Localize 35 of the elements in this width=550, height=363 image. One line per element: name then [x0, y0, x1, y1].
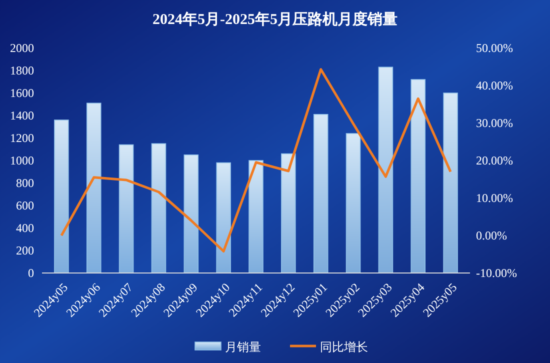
bar	[216, 162, 231, 274]
y-tick-label: 1600	[10, 86, 34, 100]
y2-tick-label: 10.00%	[476, 191, 513, 206]
legend-label: 月销量	[225, 340, 261, 354]
bar	[410, 79, 426, 274]
y-tick-label: 0	[28, 266, 34, 280]
y-tick-label: 1400	[10, 108, 34, 123]
bar	[184, 154, 199, 274]
y-tick-label: 1800	[10, 64, 34, 78]
y2-tick-label: 40.00%	[476, 78, 513, 93]
bar	[313, 114, 328, 274]
chart-title: 2024年5月-2025年5月压路机月度销量	[152, 10, 398, 28]
y-tick-label: 800	[16, 176, 34, 190]
legend-label: 同比增长	[320, 340, 368, 354]
y-tick-label: 1000	[10, 154, 34, 168]
bar	[443, 92, 458, 274]
y-tick-label: 200	[16, 244, 34, 258]
y-tick-label: 400	[16, 221, 34, 236]
bar	[86, 102, 102, 274]
bar	[378, 66, 394, 274]
y2-tick-label: 30.00%	[476, 116, 513, 130]
bar	[346, 133, 361, 274]
bar	[248, 160, 264, 274]
y2-tick-label: -10.00%	[476, 266, 517, 280]
bar	[151, 143, 166, 274]
bar	[54, 120, 69, 274]
y-tick-label: 1200	[10, 131, 34, 146]
y2-tick-label: 20.00%	[476, 154, 513, 168]
y-tick-label: 2000	[10, 41, 34, 56]
line-series	[60, 68, 452, 252]
y2-tick-label: 50.00%	[476, 41, 513, 56]
bar	[281, 153, 296, 274]
y2-tick-label: 0.00%	[476, 228, 507, 243]
y-tick-label: 600	[16, 198, 34, 213]
bar	[118, 144, 134, 274]
